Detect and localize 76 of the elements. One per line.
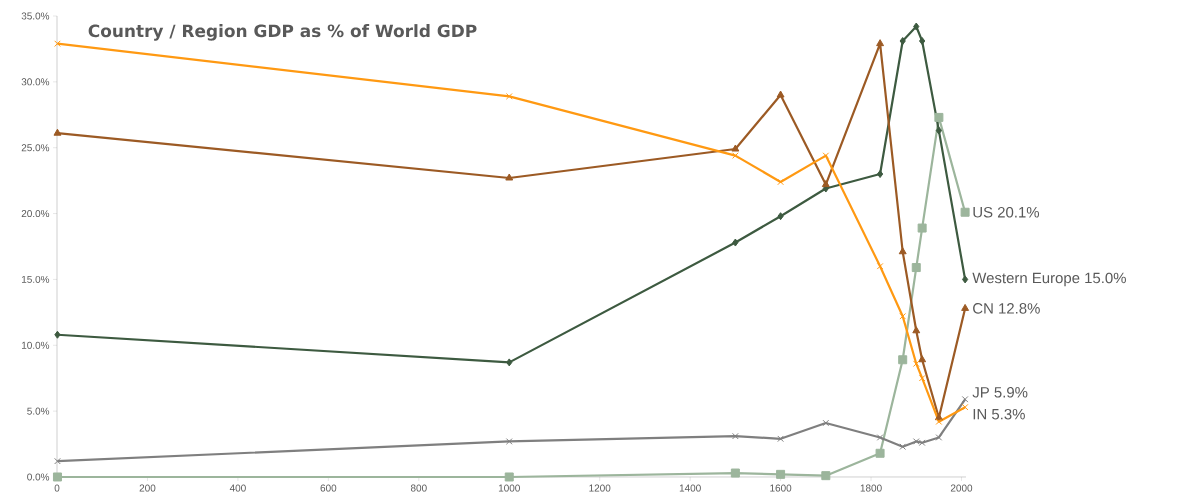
point <box>54 330 61 339</box>
point <box>822 419 830 427</box>
series-label: IN 5.3% <box>973 408 1025 420</box>
x-tick-label: 0 <box>54 484 60 492</box>
point <box>731 144 740 152</box>
point <box>504 472 514 482</box>
point <box>935 418 943 425</box>
point <box>876 170 884 179</box>
point <box>961 395 969 403</box>
x-tick-label: 1000 <box>498 484 520 492</box>
point <box>777 435 784 443</box>
y-tick-label: 35.0% <box>21 12 50 20</box>
point <box>919 37 926 46</box>
y-tick-label: 15.0% <box>22 275 50 283</box>
point <box>935 434 943 441</box>
point <box>876 262 884 270</box>
point <box>505 93 513 100</box>
point <box>53 128 62 136</box>
point <box>54 457 61 465</box>
y-tick-label: 25.0% <box>21 144 50 152</box>
point <box>505 438 513 445</box>
point <box>918 355 927 363</box>
y-tick-label: 20.0% <box>21 210 50 218</box>
x-tick-label: 2000 <box>950 484 973 492</box>
point <box>913 22 920 31</box>
point <box>935 126 942 135</box>
point <box>899 312 907 320</box>
point <box>960 207 970 217</box>
point <box>505 173 514 181</box>
point <box>899 37 906 46</box>
point <box>54 40 61 47</box>
point <box>876 434 884 441</box>
x-tick-label: 800 <box>410 484 427 492</box>
point <box>898 355 908 365</box>
point <box>732 152 739 159</box>
x-tick-label: 1200 <box>589 484 611 492</box>
series-label: Western Europe 15.0% <box>972 272 1126 287</box>
point <box>961 403 969 411</box>
point <box>918 374 926 382</box>
point <box>821 180 830 188</box>
point <box>777 178 784 186</box>
chart-title: Country / Region GDP as % of World GDP <box>88 24 477 41</box>
point <box>934 112 944 122</box>
x-tick-label: 1800 <box>860 484 882 492</box>
point <box>875 448 885 458</box>
point <box>961 275 969 284</box>
point <box>506 358 513 367</box>
point <box>732 432 739 440</box>
series-label: US 20.1% <box>973 206 1040 218</box>
point <box>911 263 921 273</box>
point <box>822 152 830 159</box>
point <box>876 39 885 47</box>
x-tick-label: 400 <box>229 484 246 492</box>
point <box>776 90 785 98</box>
point <box>898 247 907 255</box>
x-tick-label: 200 <box>139 484 156 492</box>
y-tick-label: 10.0% <box>22 341 50 349</box>
point <box>821 471 831 481</box>
point <box>730 468 740 478</box>
point <box>912 360 920 368</box>
x-tick-label: 600 <box>320 484 337 492</box>
point <box>776 469 786 479</box>
point <box>52 472 62 482</box>
point <box>899 443 907 451</box>
point <box>917 223 927 233</box>
y-tick-label: 5.0% <box>27 407 50 415</box>
series-label: CN 12.8% <box>973 303 1040 314</box>
x-tick-label: 1600 <box>770 484 792 492</box>
point <box>732 238 739 247</box>
series-label: JP 5.9% <box>972 386 1028 398</box>
x-tick-label: 1400 <box>679 484 701 492</box>
point <box>912 326 921 334</box>
point <box>777 212 784 221</box>
y-tick-label: 0.0% <box>27 473 50 481</box>
y-tick-label: 30.0% <box>21 78 50 86</box>
point <box>961 303 970 311</box>
